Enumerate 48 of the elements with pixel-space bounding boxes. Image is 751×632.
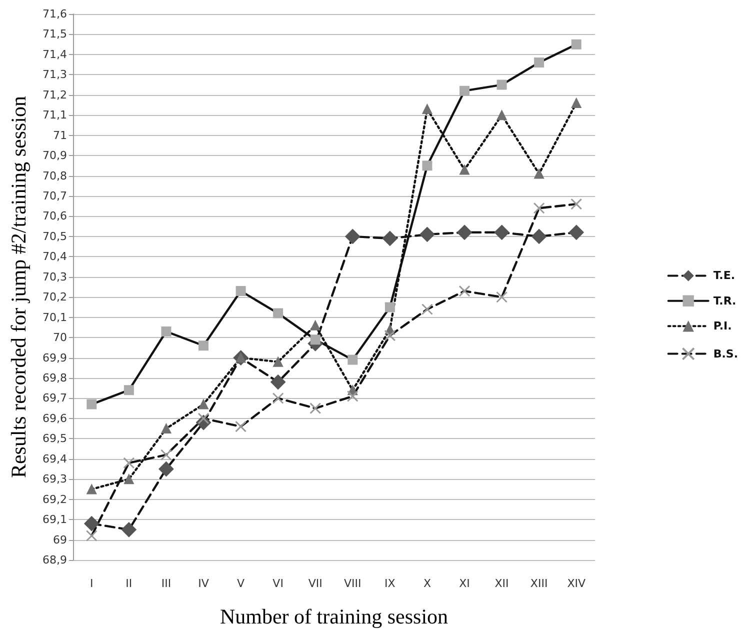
- x-tick-label: III: [161, 577, 172, 590]
- x-tick-label: IX: [384, 577, 396, 590]
- legend-label: B.S.: [713, 347, 738, 360]
- y-tick-label: 71: [53, 128, 67, 142]
- x-tick-label: II: [126, 577, 132, 590]
- x-tick-label: VI: [272, 577, 284, 590]
- x-tick-label: X: [423, 577, 432, 590]
- y-tick-label: 70,5: [42, 230, 67, 243]
- y-tick-label: 69,7: [42, 392, 67, 405]
- legend-label: T.R.: [713, 294, 736, 308]
- legend-label: T.E.: [713, 269, 736, 282]
- x-tick-label: V: [237, 577, 246, 590]
- y-tick-label: 70: [53, 331, 67, 344]
- x-axis-title: Number of training session: [220, 604, 449, 628]
- y-tick-label: 70,8: [42, 169, 67, 182]
- y-tick-label: 69,1: [42, 513, 67, 526]
- y-tick-label: 70,9: [42, 149, 67, 162]
- y-tick-label: 71,3: [42, 68, 67, 82]
- legend-label: P.I.: [713, 320, 732, 333]
- y-tick-label: 69,4: [42, 452, 67, 466]
- y-tick-label: 71,1: [42, 108, 67, 122]
- x-tick-label: VIII: [344, 577, 362, 590]
- y-axis-title: Results recorded for jump #2/training session: [6, 95, 30, 478]
- y-tick-label: 69,5: [42, 432, 67, 446]
- y-tick-label: 70,6: [42, 210, 67, 223]
- y-tick-label: 71,4: [42, 48, 67, 61]
- x-tick-label: XIV: [567, 577, 586, 590]
- x-tick-label: XII: [494, 577, 509, 590]
- y-tick-label: 68,9: [42, 554, 67, 566]
- x-tick-label: XI: [459, 577, 470, 590]
- y-tick-label: 69,6: [42, 412, 67, 425]
- y-tick-label: 71,5: [42, 28, 67, 41]
- y-tick-label: 69,8: [42, 372, 67, 384]
- y-tick-label: 70,7: [42, 190, 67, 202]
- y-tick-label: 70,1: [42, 310, 67, 324]
- x-tick-label: IV: [198, 577, 210, 590]
- y-tick-label: 69: [53, 533, 67, 546]
- x-tick-label: VII: [308, 577, 322, 590]
- y-tick-label: 69,9: [42, 351, 67, 364]
- y-tick-label: 69,3: [42, 472, 67, 486]
- y-tick-label: 70,2: [42, 290, 67, 304]
- y-tick-label: 70,4: [42, 250, 67, 264]
- y-tick-label: 71,2: [42, 88, 67, 102]
- x-tick-label: I: [90, 577, 94, 590]
- y-tick-label: 71,6: [42, 8, 67, 20]
- x-tick-label: XIII: [530, 577, 548, 590]
- y-tick-label: 70,3: [42, 270, 67, 284]
- y-tick-label: 69,2: [42, 492, 67, 506]
